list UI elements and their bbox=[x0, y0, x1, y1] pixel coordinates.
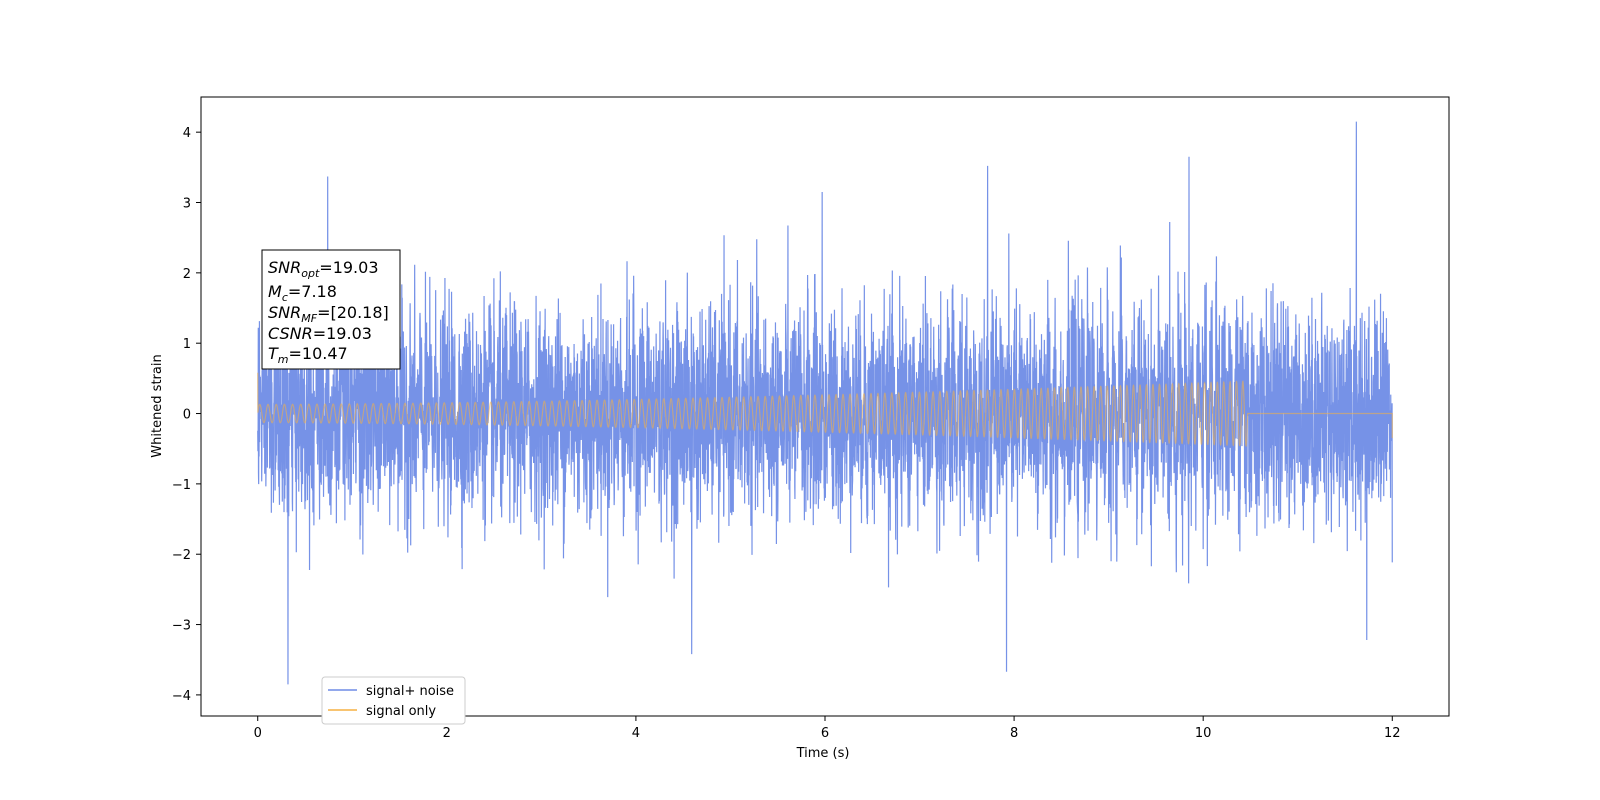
legend-label: signal only bbox=[366, 704, 436, 719]
y-tick-label: −3 bbox=[172, 619, 191, 634]
x-tick-label: 8 bbox=[1010, 726, 1018, 741]
y-tick-label: −2 bbox=[172, 548, 191, 563]
x-tick-label: 10 bbox=[1195, 726, 1212, 741]
x-tick-label: 2 bbox=[443, 726, 451, 741]
annotation-line: SNRMF=[20.18] bbox=[268, 303, 389, 325]
y-tick-label: −1 bbox=[172, 478, 191, 493]
annotation-line: SNRopt=19.03 bbox=[268, 258, 379, 280]
y-tick-label: 2 bbox=[183, 267, 191, 282]
y-tick-label: 3 bbox=[183, 197, 191, 212]
y-tick-label: 0 bbox=[183, 408, 191, 423]
x-tick-label: 4 bbox=[632, 726, 640, 741]
series-signal-only-line bbox=[257, 372, 1393, 448]
annotation-line: CSNR=19.03 bbox=[268, 324, 372, 343]
legend: signal+ noise signal only bbox=[321, 676, 466, 725]
annotation-line: Tm=10.47 bbox=[268, 344, 348, 366]
x-tick-label: 0 bbox=[254, 726, 262, 741]
x-tick-label: 12 bbox=[1384, 726, 1401, 741]
y-tick-label: 1 bbox=[183, 337, 191, 352]
y-tick-label: 4 bbox=[183, 126, 191, 141]
y-tick-label: −4 bbox=[172, 689, 191, 704]
annotation-box: SNRopt=19.03 Mc=7.18 SNRMF=[20.18] CSNR=… bbox=[261, 249, 401, 370]
y-axis-label: Whitened strain bbox=[150, 354, 165, 457]
x-tick-label: 6 bbox=[821, 726, 829, 741]
legend-label: signal+ noise bbox=[366, 684, 454, 699]
x-axis-label: Time (s) bbox=[796, 746, 850, 761]
annotation-line: Mc=7.18 bbox=[268, 282, 337, 304]
